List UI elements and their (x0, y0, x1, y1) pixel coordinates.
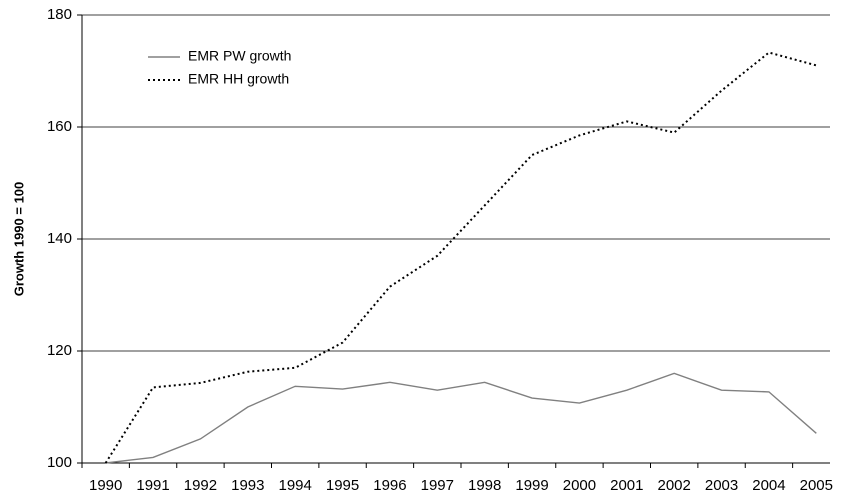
x-tick-label: 2003 (705, 477, 738, 494)
line-series (105, 372, 817, 464)
y-tick-label: 140 (47, 230, 72, 247)
x-tick-label: 2002 (658, 477, 691, 494)
legend-label: EMR HH growth (188, 71, 289, 87)
x-tick-label: 2001 (610, 477, 643, 494)
x-tick-label: 1994 (279, 477, 312, 494)
y-tick-label: 160 (47, 118, 72, 135)
x-tick-label: 1996 (373, 477, 406, 494)
x-tick-label: 1998 (468, 477, 501, 494)
x-tick-label: 1991 (136, 477, 169, 494)
x-tick-label: 1992 (184, 477, 217, 494)
x-tick-label: 2005 (800, 477, 833, 494)
x-tick-label: 1995 (326, 477, 359, 494)
x-tick-label: 2004 (752, 477, 785, 494)
x-tick-label: 2000 (563, 477, 596, 494)
legend-label: EMR PW growth (188, 48, 291, 64)
y-axis-label: Growth 1990 = 100 (11, 182, 26, 297)
x-tick-label: 1997 (421, 477, 454, 494)
x-tick-label: 1990 (89, 477, 122, 494)
y-tick-label: 180 (47, 6, 72, 23)
x-tick-label: 1999 (515, 477, 548, 494)
x-tick-label: 1993 (231, 477, 264, 494)
y-tick-label: 120 (47, 342, 72, 359)
line-series (104, 51, 817, 464)
y-tick-label: 100 (47, 454, 72, 471)
